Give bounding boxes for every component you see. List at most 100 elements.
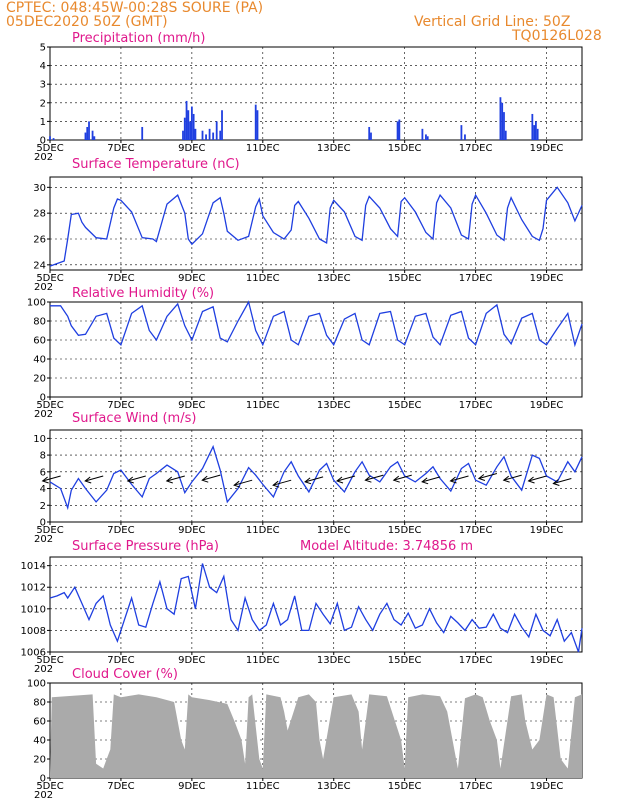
- pressure-subtitle: Model Altitude: 3.74856 m: [300, 539, 473, 554]
- wind-arrow-head: [421, 477, 429, 485]
- cloud-xtick-label: 17DEC: [459, 781, 493, 792]
- wind-arrow: [42, 475, 61, 482]
- rh-ytick-label: 60: [33, 336, 46, 347]
- wind-arrow: [421, 476, 441, 483]
- rh-ytick-label: 0: [40, 393, 46, 404]
- precip-xtick-label: 5DEC: [36, 143, 63, 154]
- wind-arrow-head: [304, 477, 312, 485]
- temp-ytick-label: 24: [33, 260, 46, 271]
- precip-bar: [86, 126, 89, 140]
- cloud-title: Cloud Cover (%): [72, 667, 178, 682]
- precip-bar: [425, 134, 427, 140]
- precip-bar: [221, 110, 223, 140]
- wind-arrow: [365, 474, 384, 481]
- rh-xtick-label: 13DEC: [317, 400, 351, 411]
- wind-arrow-head: [449, 476, 457, 484]
- rh-xtick-label: 15DEC: [388, 400, 422, 411]
- rh-series-line: [50, 300, 583, 348]
- precip-bar: [533, 125, 536, 140]
- wind-xtick-label: 17DEC: [459, 525, 493, 536]
- temp-series-line: [49, 186, 583, 267]
- temp-xtick-label: 7DEC: [107, 273, 134, 284]
- wind-ytick-label: 4: [40, 484, 46, 495]
- temp-ytick-label: 28: [33, 209, 46, 220]
- pressure-ytick-label: 1008: [21, 626, 46, 637]
- precip-bar: [194, 128, 197, 140]
- wind-title: Surface Wind (m/s): [72, 411, 196, 426]
- wind-arrow: [503, 474, 522, 481]
- temp-title: Surface Temperature (nC): [72, 157, 240, 172]
- temp-xtick-label: 11DEC: [246, 273, 280, 284]
- wind-ytick-label: 0: [40, 518, 46, 529]
- wind-arrow: [166, 475, 185, 482]
- wind-arrow-head: [552, 479, 560, 486]
- pressure-ytick-label: 1014: [21, 561, 46, 572]
- cloud-ytick-label: 100: [27, 679, 46, 690]
- temp-ytick-label: 26: [33, 235, 46, 246]
- precip-xtick-label: 9DEC: [178, 143, 205, 154]
- temp-xtick-label: 15DEC: [388, 273, 422, 284]
- precip-bar: [421, 128, 424, 140]
- wind-ytick-label: 10: [33, 434, 46, 445]
- pressure-ytick-label: 1012: [21, 583, 46, 594]
- precip-bar: [370, 132, 372, 140]
- wind-arrow-head: [364, 475, 372, 483]
- temp-xtick-label: 17DEC: [459, 273, 493, 284]
- wind-arrow: [553, 478, 572, 484]
- precip-bar: [534, 121, 537, 140]
- rh-xtick-label: 19DEC: [530, 400, 564, 411]
- precip-bar: [189, 121, 191, 140]
- rh-ytick-label: 40: [33, 355, 46, 366]
- cloud-xtick-label: 7DEC: [107, 781, 134, 792]
- cloud-area: [50, 694, 582, 778]
- rh-ytick-label: 100: [27, 298, 46, 309]
- wind-xtick-label: 9DEC: [178, 525, 205, 536]
- pressure-year-label: 202: [34, 664, 53, 675]
- pressure-xtick-label: 7DEC: [107, 655, 134, 666]
- precip-xtick-label: 15DEC: [388, 143, 422, 154]
- precip-bar: [256, 110, 259, 140]
- precip-xtick-label: 17DEC: [459, 143, 493, 154]
- header-date: 05DEC2020 50Z (GMT): [6, 14, 168, 30]
- precip-bar: [141, 126, 144, 140]
- cloud-ytick-label: 20: [33, 755, 46, 766]
- cloud-ytick-label: 40: [33, 736, 46, 747]
- wind-arrow-head: [126, 476, 134, 484]
- pressure-ytick-label: 1006: [21, 648, 46, 659]
- wind-xtick-label: 19DEC: [530, 525, 564, 536]
- precip-bar: [254, 104, 257, 140]
- rh-title: Relative Humidity (%): [72, 286, 214, 301]
- wind-xtick-label: 7DEC: [107, 525, 134, 536]
- precip-bar: [185, 100, 188, 140]
- precip-bar: [499, 97, 502, 140]
- cloud-xtick-label: 9DEC: [178, 781, 205, 792]
- precip-bar: [182, 130, 184, 140]
- cloud-ytick-label: 60: [33, 717, 46, 728]
- wind-arrow-head: [477, 474, 486, 481]
- temp-year-label: 202: [34, 282, 53, 293]
- wind-plot-frame: [49, 429, 583, 523]
- temp-xtick-label: 13DEC: [317, 273, 351, 284]
- precip-ytick-label: 4: [40, 61, 46, 72]
- precip-bar: [187, 110, 190, 140]
- wind-arrow-head: [502, 475, 510, 483]
- wind-arrow: [304, 476, 324, 483]
- cloud-xtick-label: 13DEC: [317, 781, 351, 792]
- temp-xtick-label: 9DEC: [178, 273, 205, 284]
- wind-arrow-head: [84, 476, 92, 484]
- wind-arrow: [478, 473, 498, 479]
- temp-xtick-label: 19DEC: [530, 273, 564, 284]
- precip-ytick-label: 5: [40, 43, 46, 54]
- pressure-xtick-label: 13DEC: [317, 655, 351, 666]
- pressure-ytick-label: 1010: [21, 604, 46, 615]
- precip-xtick-label: 13DEC: [317, 143, 351, 154]
- wind-ytick-label: 6: [40, 467, 46, 478]
- precip-bar: [84, 132, 87, 140]
- wind-ytick-label: 2: [40, 501, 46, 512]
- precip-bar: [93, 136, 96, 140]
- wind-xtick-label: 11DEC: [246, 525, 280, 536]
- precip-bar: [531, 113, 534, 140]
- wind-arrow-head: [41, 476, 49, 484]
- rh-ytick-label: 80: [33, 317, 46, 328]
- precip-bar: [88, 121, 90, 140]
